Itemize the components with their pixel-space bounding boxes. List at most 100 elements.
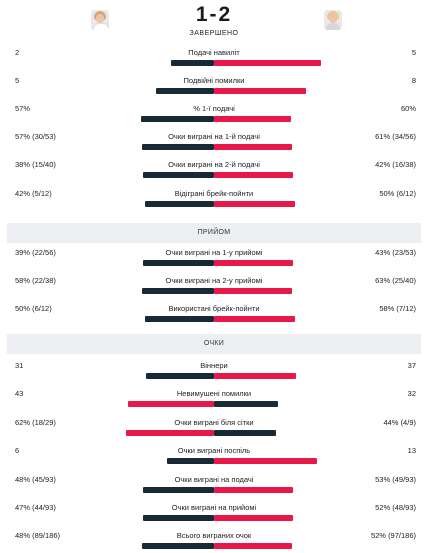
stat-bar-left [142, 288, 214, 294]
stat-right-value: 52% (48/93) [375, 503, 416, 512]
stat-row: 48% (89/186) Всього виграних очок 52% (97/… [0, 531, 428, 553]
stat-row: 62% (18/29) Очки виграні біля сітки 44% (4… [0, 418, 428, 440]
stat-bar-right [214, 60, 321, 66]
stat-left-value: 47% (44/93) [15, 503, 56, 512]
stat-row: 47% (44/93) Очки виграні на прийомі 52% (4… [0, 503, 428, 525]
match-header: 1-2 ЗАВЕРШЕНО [0, 0, 428, 44]
stat-left-value: 48% (89/186) [15, 531, 61, 540]
stat-right-value: 52% (97/186) [370, 531, 416, 540]
stat-bar-left [126, 430, 214, 436]
stat-right-value: 61% (34/56) [375, 132, 416, 141]
stat-bar-left [171, 60, 214, 66]
stat-bar-right [214, 515, 293, 521]
stat-name: Очки виграні на 1-у прийомі [165, 248, 263, 257]
stat-bar-right [214, 430, 276, 436]
stat-bar-right [214, 88, 306, 94]
stat-row: 50% (6/12) Використані брейк-пойнти 58% (7… [0, 304, 428, 326]
stat-left-value: 62% (18/29) [15, 418, 56, 427]
stat-bar-left [143, 515, 214, 521]
stat-right-value: 63% (25/40) [375, 276, 416, 285]
stat-row: 31 Віннери 37 [0, 361, 428, 383]
stat-bar-right [214, 316, 295, 322]
stat-bar-right [214, 487, 293, 493]
stat-bar-right [214, 201, 295, 207]
stat-name: % 1-ї подачі [193, 104, 235, 113]
stat-row: 2 Подачі навиліт 5 [0, 48, 428, 70]
stat-right-value: 32 [407, 389, 416, 398]
stat-bar-left [167, 458, 214, 464]
stat-bar-left [142, 543, 214, 549]
section-header: ПРИЙОМ [7, 223, 421, 243]
stat-right-value: 44% (4/9) [383, 418, 416, 427]
stat-left-value: 57% (30/53) [15, 132, 56, 141]
stat-left-value: 48% (45/93) [15, 475, 56, 484]
stat-bar-right [214, 144, 292, 150]
stat-bar-right [214, 260, 293, 266]
stat-row: 57% (30/53) Очки виграні на 1-й подачі 61%… [0, 132, 428, 154]
stat-bar-left [156, 88, 214, 94]
stat-right-value: 50% (6/12) [379, 189, 416, 198]
stat-bar-right [214, 288, 292, 294]
stat-name: Очки виграні на 1-й подачі [168, 132, 260, 141]
stat-right-value: 60% [400, 104, 416, 113]
stat-name: Очки виграні біля сітки [174, 418, 254, 427]
match-score: 1-2 [195, 3, 233, 26]
stat-left-value: 38% (15/40) [15, 160, 56, 169]
stat-bar-left [146, 373, 214, 379]
stat-left-value: 58% (22/38) [15, 276, 56, 285]
section-header: ОЧКИ [7, 334, 421, 354]
stat-right-value: 13 [407, 446, 416, 455]
stat-row: 57% % 1-ї подачі 60% [0, 104, 428, 126]
stat-name: Очки виграні на 2-у прийомі [165, 276, 263, 285]
stat-right-value: 42% (16/38) [375, 160, 416, 169]
player-left-avatar[interactable] [91, 10, 109, 30]
stat-right-value: 53% (49/93) [375, 475, 416, 484]
stat-left-value: 6 [15, 446, 20, 455]
stat-name: Всього виграних очок [176, 531, 252, 540]
stat-left-value: 5 [15, 76, 20, 85]
stat-bar-right [214, 116, 291, 122]
stat-bar-left [141, 116, 214, 122]
stat-left-value: 57% [15, 104, 31, 113]
stat-left-value: 50% (6/12) [15, 304, 52, 313]
stat-bar-left [128, 401, 214, 407]
stat-bar-right [214, 172, 293, 178]
stat-name: Очки виграні на подачі [174, 475, 254, 484]
stat-bar-right [214, 543, 292, 549]
stat-row: 42% (5/12) Відіграні брейк-пойнти 50% (6/1… [0, 189, 428, 211]
stat-row: 39% (22/56) Очки виграні на 1-у прийомі 43… [0, 248, 428, 270]
stat-row: 6 Очки виграні поспіль 13 [0, 446, 428, 468]
stat-right-value: 37 [407, 361, 416, 370]
stat-left-value: 39% (22/56) [15, 248, 56, 257]
player-right-avatar[interactable] [324, 10, 342, 30]
stat-name: Невимушені помилки [176, 389, 252, 398]
stat-bar-left [145, 201, 214, 207]
stat-right-value: 8 [411, 76, 416, 85]
stat-bar-right [214, 401, 278, 407]
stat-name: Відіграні брейк-пойнти [174, 189, 254, 198]
stat-right-value: 43% (23/53) [375, 248, 416, 257]
match-status: ЗАВЕРШЕНО [189, 30, 239, 37]
stat-row: 38% (15/40) Очки виграні на 2-й подачі 42%… [0, 160, 428, 182]
stat-name: Очки виграні поспіль [177, 446, 251, 455]
stat-left-value: 43 [15, 389, 24, 398]
stat-row: 43 Невимушені помилки 32 [0, 389, 428, 411]
stat-row: 58% (22/38) Очки виграні на 2-у прийомі 63… [0, 276, 428, 298]
stat-left-value: 42% (5/12) [15, 189, 52, 198]
stat-left-value: 2 [15, 48, 20, 57]
stat-bar-right [214, 458, 317, 464]
stat-bar-left [145, 316, 214, 322]
stat-bar-left [143, 172, 214, 178]
stat-name: Віннери [200, 361, 228, 370]
stat-row: 48% (45/93) Очки виграні на подачі 53% (49… [0, 475, 428, 497]
stat-left-value: 31 [15, 361, 24, 370]
stat-bar-left [142, 144, 214, 150]
stat-name: Подачі навиліт [188, 48, 240, 57]
stat-bar-left [143, 487, 214, 493]
stat-name: Використані брейк-пойнти [168, 304, 260, 313]
stat-name: Подвійні помилки [183, 76, 245, 85]
stat-bar-left [143, 260, 214, 266]
stat-right-value: 5 [411, 48, 416, 57]
stat-right-value: 58% (7/12) [379, 304, 416, 313]
stat-bar-right [214, 373, 296, 379]
